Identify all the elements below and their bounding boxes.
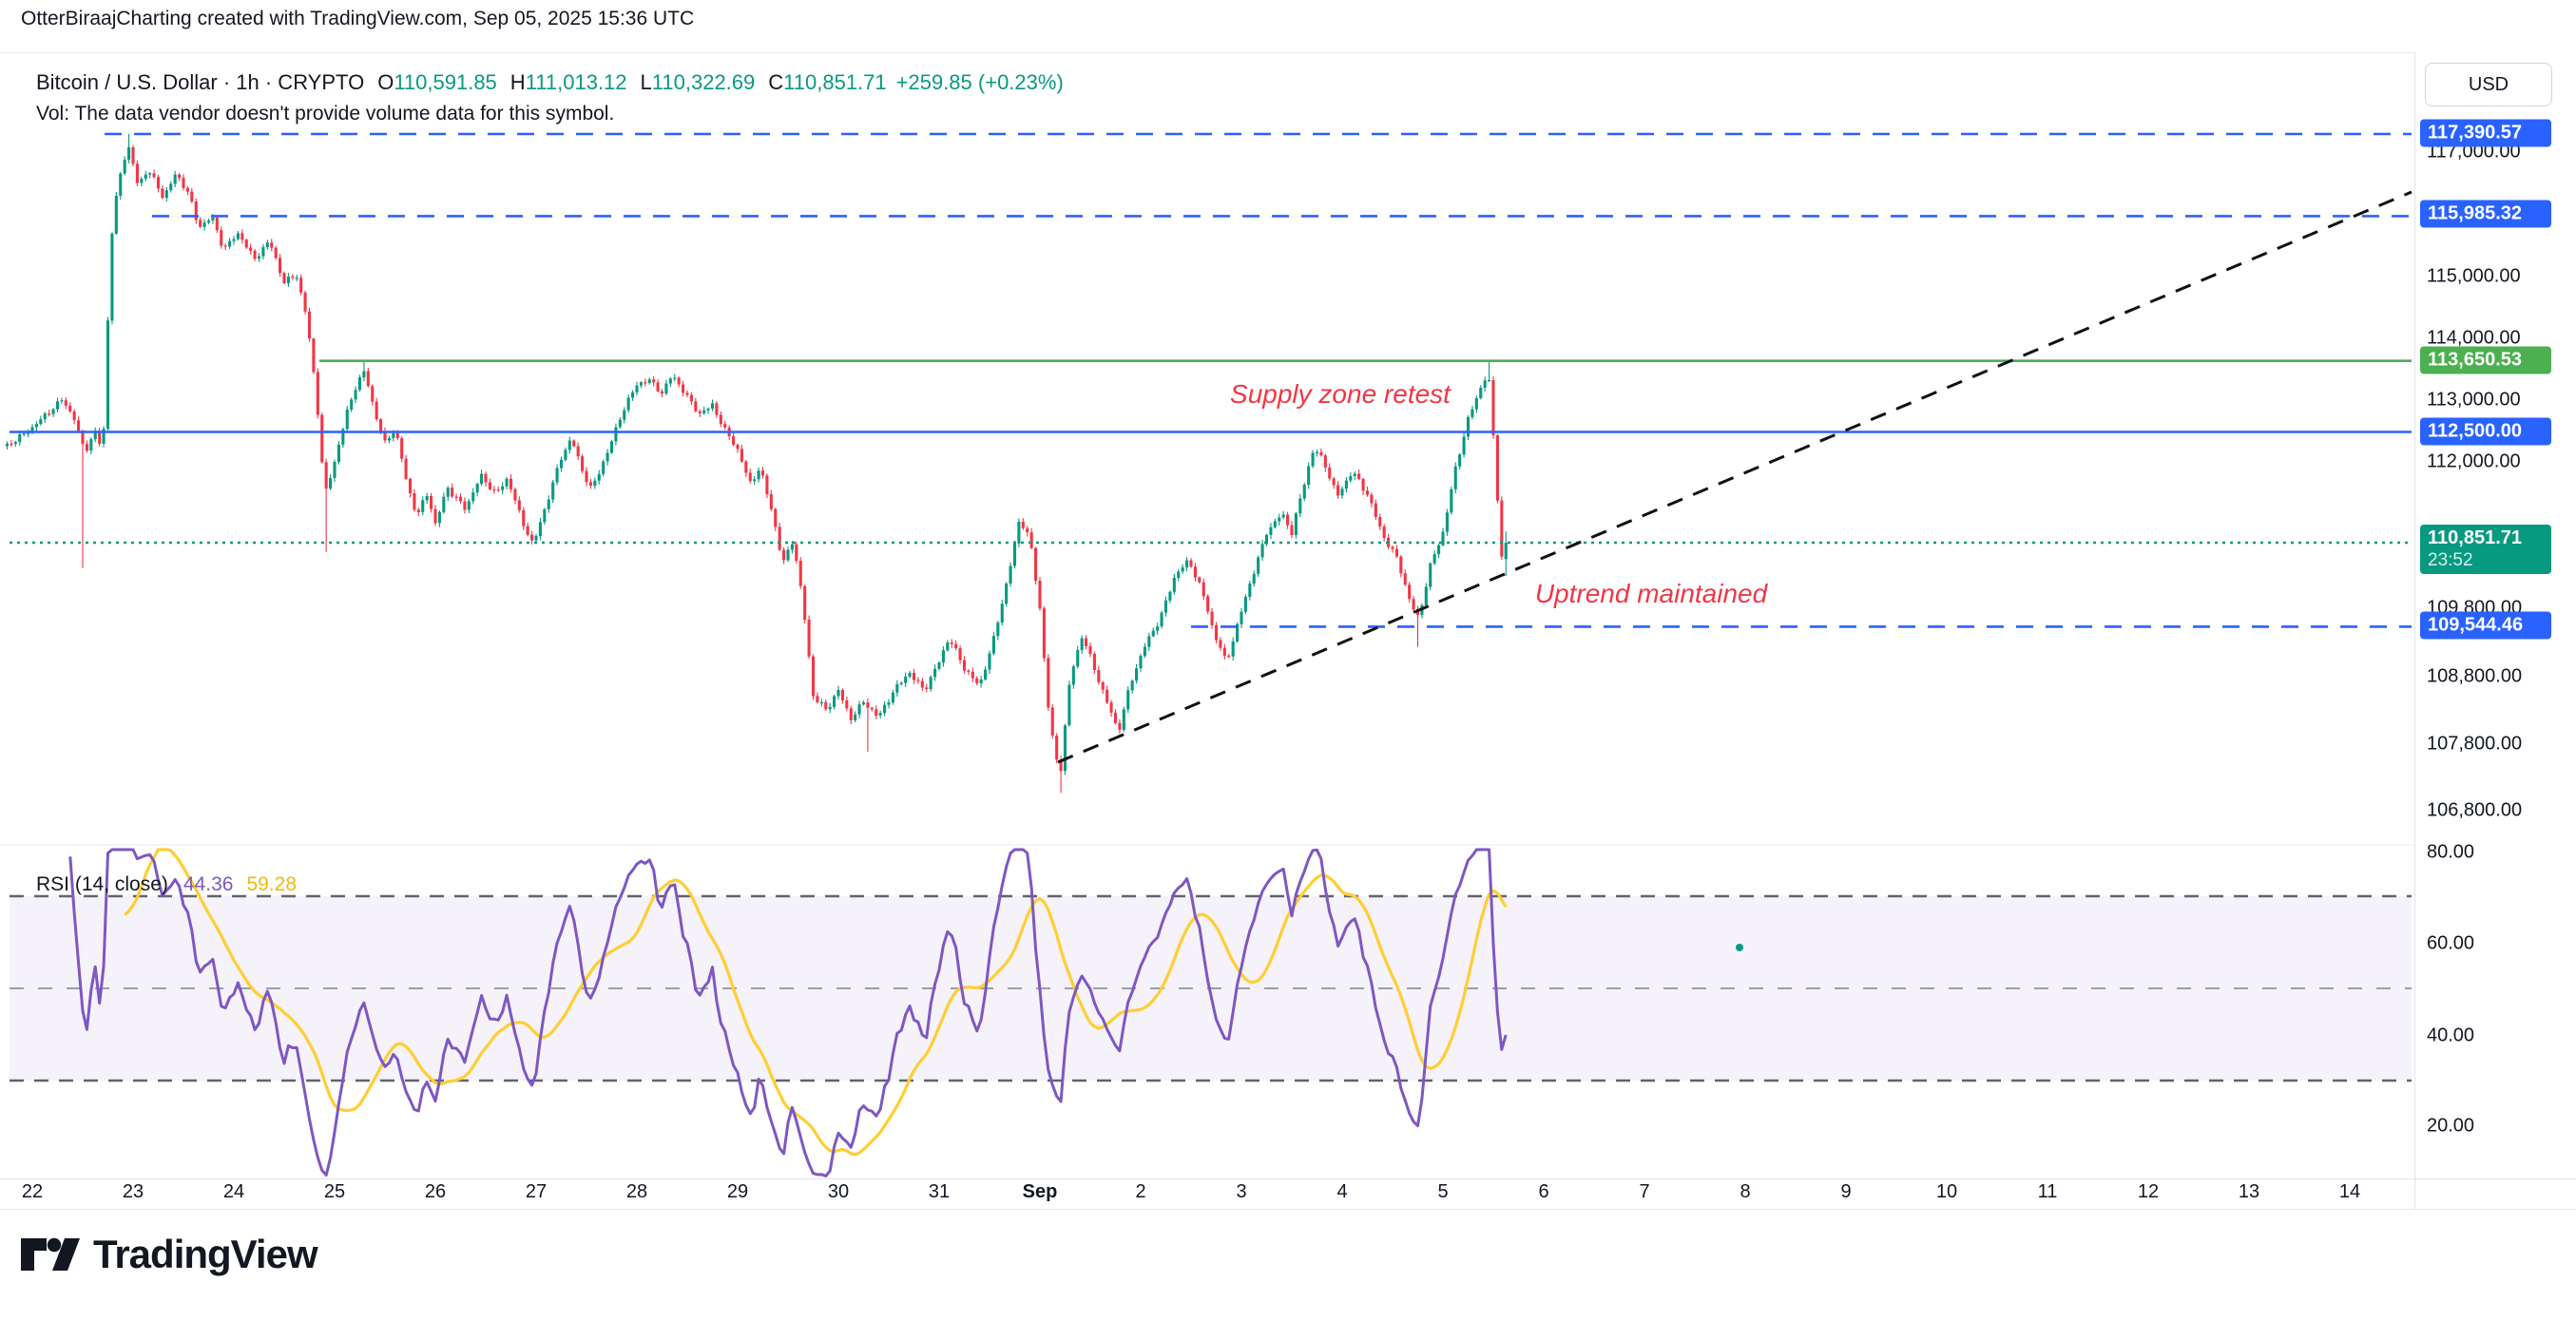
price-badge-117,390.57: 117,390.57 bbox=[2420, 119, 2551, 147]
price-axis[interactable]: USD 117,000.00 115,000.00 114,000.00 113,00… bbox=[2414, 52, 2576, 1209]
price-badge-109,544.46: 109,544.46 bbox=[2420, 611, 2551, 640]
time-label-Sep: Sep bbox=[1023, 1181, 1058, 1202]
price-badge-110,851.71: 110,851.71 23:52 bbox=[2420, 525, 2551, 574]
tradingview-logo-text: TradingView bbox=[93, 1232, 318, 1276]
countdown-timer: 23:52 bbox=[2428, 550, 2473, 570]
time-label-22: 22 bbox=[22, 1181, 43, 1202]
rsi-line bbox=[68, 848, 1508, 1177]
price-tick-114,000.00: 114,000.00 bbox=[2427, 327, 2521, 349]
open-value: 110,591.85 bbox=[394, 70, 497, 94]
rsi-ma-line bbox=[124, 848, 1508, 1157]
price-tick-115,000.00: 115,000.00 bbox=[2427, 265, 2521, 287]
rsi-ma-value: 59.28 bbox=[246, 873, 298, 895]
attribution-text: OtterBiraajCharting created with Trading… bbox=[21, 8, 695, 29]
high-label: H bbox=[509, 70, 526, 94]
low-value: 110,322.69 bbox=[651, 70, 756, 94]
time-axis-separator bbox=[0, 1178, 2576, 1179]
volume-note: Vol: The data vendor doesn't provide vol… bbox=[36, 103, 615, 124]
time-label-7: 7 bbox=[1639, 1181, 1649, 1202]
time-label-8: 8 bbox=[1740, 1181, 1750, 1202]
price-tick-107,800.00: 107,800.00 bbox=[2427, 733, 2523, 755]
rsi-stray-dot bbox=[1736, 944, 1743, 951]
time-label-27: 27 bbox=[526, 1181, 547, 1202]
time-label-6: 6 bbox=[1538, 1181, 1548, 1202]
price-tick-113,000.00: 113,000.00 bbox=[2427, 389, 2521, 411]
time-label-29: 29 bbox=[727, 1181, 748, 1202]
time-label-31: 31 bbox=[929, 1181, 950, 1202]
time-label-10: 10 bbox=[1936, 1181, 1957, 1202]
trendline bbox=[1057, 190, 2413, 764]
close-label: C bbox=[768, 70, 784, 94]
rsi-tick-80.00: 80.00 bbox=[2427, 841, 2475, 863]
tradingview-logo[interactable]: TradingView bbox=[21, 1232, 318, 1277]
time-label-13: 13 bbox=[2239, 1181, 2259, 1202]
price-badge-115,985.32: 115,985.32 bbox=[2420, 200, 2551, 228]
time-label-28: 28 bbox=[626, 1181, 647, 1202]
time-label-2: 2 bbox=[1135, 1181, 1145, 1202]
time-label-3: 3 bbox=[1236, 1181, 1246, 1202]
low-label: L bbox=[640, 70, 652, 94]
price-tick-106,800.00: 106,800.00 bbox=[2427, 799, 2523, 821]
symbol-legend: Bitcoin / U.S. Dollar · 1h · CRYPTO O110,… bbox=[36, 70, 1064, 95]
price-badge-113,650.53: 113,650.53 bbox=[2420, 346, 2551, 374]
price-tick-108,800.00: 108,800.00 bbox=[2427, 665, 2523, 687]
rsi-tick-40.00: 40.00 bbox=[2427, 1024, 2475, 1046]
change-value: +259.85 (+0.23%) bbox=[895, 70, 1064, 94]
time-label-9: 9 bbox=[1840, 1181, 1851, 1202]
close-value: 110,851.71 bbox=[783, 70, 887, 94]
rsi-tick-60.00: 60.00 bbox=[2427, 932, 2475, 954]
chart-bottom-border bbox=[0, 1209, 2576, 1210]
time-label-11: 11 bbox=[2038, 1181, 2058, 1202]
time-label-23: 23 bbox=[123, 1181, 144, 1202]
time-label-5: 5 bbox=[1437, 1181, 1448, 1202]
price-badge-112,500.00: 112,500.00 bbox=[2420, 417, 2551, 446]
currency-toggle-button[interactable]: USD bbox=[2425, 63, 2552, 106]
time-label-24: 24 bbox=[223, 1181, 244, 1202]
price-tick-112,000.00: 112,000.00 bbox=[2427, 450, 2521, 472]
rsi-legend: RSI (14, close) 44.36 59.28 bbox=[36, 873, 297, 896]
time-label-26: 26 bbox=[425, 1181, 446, 1202]
rsi-title: RSI (14, close) bbox=[36, 873, 168, 895]
time-label-4: 4 bbox=[1336, 1181, 1347, 1202]
annotation-supply-zone: Supply zone retest bbox=[1230, 379, 1451, 409]
time-label-25: 25 bbox=[324, 1181, 345, 1202]
chart-area[interactable]: Supply zone retest Uptrend maintained 22 23… bbox=[0, 52, 2414, 1209]
open-label: O bbox=[377, 70, 394, 94]
high-value: 111,013.12 bbox=[525, 70, 627, 94]
candles-up bbox=[5, 134, 1508, 775]
time-label-12: 12 bbox=[2138, 1181, 2159, 1202]
rsi-tick-20.00: 20.00 bbox=[2427, 1115, 2475, 1137]
time-label-30: 30 bbox=[828, 1181, 849, 1202]
symbol-title: Bitcoin / U.S. Dollar · 1h · CRYPTO bbox=[36, 70, 365, 94]
rsi-value: 44.36 bbox=[183, 873, 234, 895]
annotation-uptrend: Uptrend maintained bbox=[1535, 579, 1769, 608]
time-label-14: 14 bbox=[2339, 1181, 2360, 1202]
tradingview-logo-icon bbox=[21, 1237, 80, 1271]
